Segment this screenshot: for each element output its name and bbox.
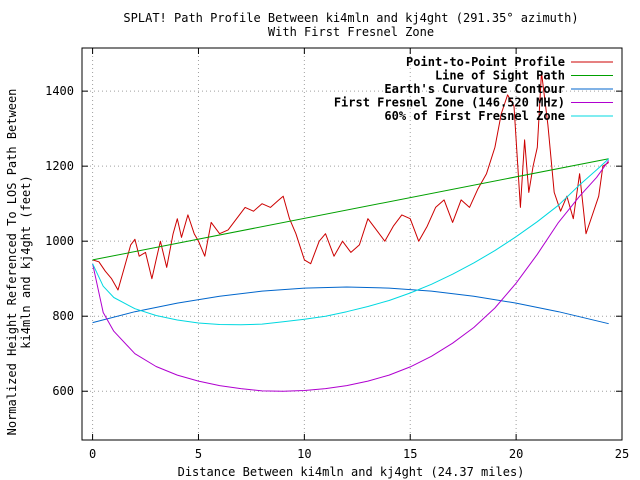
series-line-3 [92,160,610,392]
legend-label-0: Point-to-Point Profile [406,55,565,69]
legend-label-4: 60% of First Fresnel Zone [384,109,565,123]
y-axis-label-line-2: ki4mln and kj4ght (feet) [19,175,33,348]
chart-title-line-1: SPLAT! Path Profile Between ki4mln and k… [123,11,578,25]
series-line-4 [92,158,610,326]
x-tick-label: 20 [509,447,523,461]
y-tick-label: 600 [52,384,74,398]
y-tick-label: 1400 [45,84,74,98]
x-tick-label: 0 [89,447,96,461]
legend-label-3: First Fresnel Zone (146.520 MHz) [334,96,565,110]
y-tick-label: 1000 [45,234,74,248]
legend-label-2: Earth's Curvature Contour [384,82,565,96]
plot-frame [81,47,623,441]
x-tick-label: 5 [195,447,202,461]
y-axis-label-line-1: Normalized Height Referenced To LOS Path… [5,89,19,436]
x-tick-label: 15 [403,447,417,461]
series-lines [92,71,610,392]
x-tick-label: 10 [297,447,311,461]
x-tick-label: 25 [615,447,629,461]
y-tick-label: 1200 [45,159,74,173]
series-line-2 [92,286,609,325]
series-line-1 [92,158,609,261]
series-line-0 [92,71,609,291]
chart-title-line-2: With First Fresnel Zone [268,25,434,39]
legend-label-1: Line of Sight Path [435,69,565,83]
axis-ticks: 0 5 10 15 20 25 600 800 1000 1200 1400 [45,48,629,461]
x-axis-label: Distance Between ki4mln and kj4ght (24.3… [178,465,525,479]
y-tick-label: 800 [52,309,74,323]
